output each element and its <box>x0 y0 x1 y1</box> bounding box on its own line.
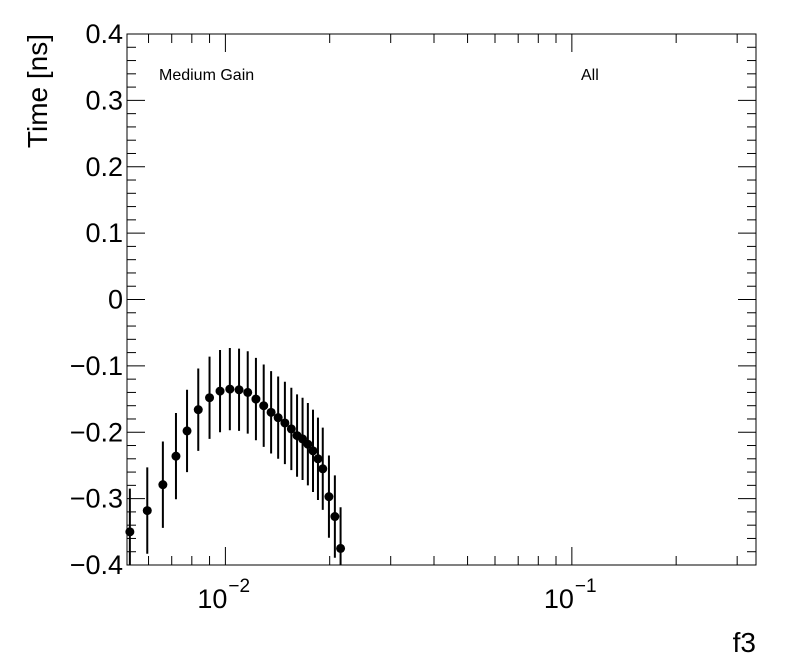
plot-frame <box>126 33 757 566</box>
data-point <box>313 417 323 500</box>
data-point <box>193 368 203 451</box>
y-tick-label: −0.4 <box>70 550 123 580</box>
point-marker <box>330 512 340 522</box>
y-tick-labels: 0.4 0.3 0.2 0.1 0 −0.1 −0.2 −0.3 −0.4 <box>70 19 123 580</box>
x-tick-label: 10 −1 <box>544 576 597 614</box>
point-marker <box>266 407 276 417</box>
minor-ticks <box>127 34 756 565</box>
data-point <box>336 507 346 565</box>
point-marker <box>225 384 235 394</box>
x-tick-label-exponent: −1 <box>575 576 597 597</box>
point-marker <box>251 394 261 404</box>
point-marker <box>243 387 253 397</box>
data-point <box>234 348 244 431</box>
data-point <box>259 364 269 447</box>
point-marker <box>280 418 290 428</box>
data-point <box>324 455 334 538</box>
point-marker <box>193 405 203 415</box>
data-point <box>251 357 261 441</box>
x-tick-labels: 10 −2 10 −1 <box>197 576 596 614</box>
annotation-medium-gain: Medium Gain <box>159 67 254 84</box>
point-marker <box>318 464 328 474</box>
data-point <box>266 371 276 454</box>
x-axis-label: f3 <box>733 627 756 658</box>
x-tick-label-exponent: −2 <box>228 576 250 597</box>
point-marker <box>182 426 192 436</box>
point-marker <box>259 401 269 411</box>
data-point <box>171 413 181 500</box>
y-axis-label: Time [ns] <box>22 34 53 148</box>
data-point <box>273 376 283 459</box>
annotation-all: All <box>581 67 599 84</box>
data-point <box>158 441 168 528</box>
data-point <box>182 389 192 473</box>
data-point <box>243 351 253 434</box>
data-points <box>125 347 346 565</box>
y-tick-label: −0.3 <box>70 484 123 514</box>
point-marker <box>234 385 244 395</box>
y-tick-label: 0.3 <box>85 85 123 115</box>
x-tick-label-base: 10 <box>197 584 227 614</box>
y-tick-label: 0.4 <box>85 19 123 49</box>
y-tick-label: 0.2 <box>85 152 123 182</box>
point-marker <box>286 424 296 434</box>
data-point <box>286 387 296 471</box>
data-point <box>205 356 215 439</box>
data-point <box>215 349 225 433</box>
point-marker <box>313 454 323 464</box>
data-point <box>280 381 290 465</box>
data-point <box>142 467 152 554</box>
point-marker <box>125 527 135 537</box>
point-marker <box>308 446 318 456</box>
point-marker <box>205 393 215 403</box>
point-marker <box>171 451 181 461</box>
point-marker <box>324 492 334 502</box>
y-tick-label: 0.1 <box>85 218 123 248</box>
y-tick-label: −0.1 <box>70 351 123 381</box>
data-point <box>318 427 328 510</box>
y-tick-label: 0 <box>108 285 123 315</box>
data-point <box>330 475 340 558</box>
point-marker <box>336 543 346 553</box>
data-point <box>125 488 135 565</box>
point-marker <box>215 386 225 396</box>
x-tick-label: 10 −2 <box>197 576 250 614</box>
data-point <box>303 403 313 486</box>
data-point <box>225 347 235 431</box>
data-point <box>308 409 318 492</box>
point-marker <box>273 413 283 423</box>
point-marker <box>158 480 168 490</box>
y-tick-label: −0.2 <box>70 417 123 447</box>
point-marker <box>303 439 313 449</box>
x-tick-label-base: 10 <box>544 584 574 614</box>
point-marker <box>142 506 152 516</box>
